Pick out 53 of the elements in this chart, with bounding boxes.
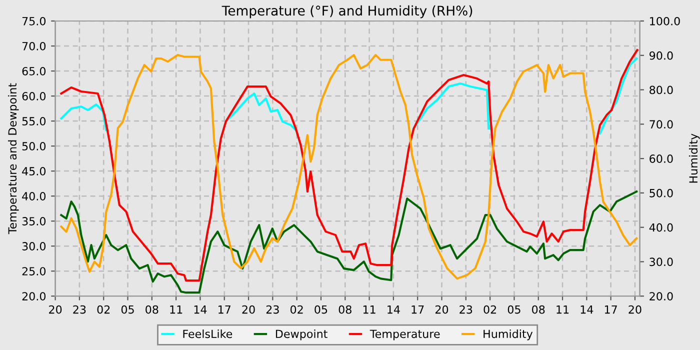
y-axis-title: Temperature and Dewpoint: [8, 83, 19, 234]
x-tick-label: 05: [508, 305, 520, 314]
x-tick-label: 23: [73, 305, 86, 314]
y-tick-label: 30.0: [22, 242, 46, 250]
y-tick-label: 25.0: [22, 267, 46, 276]
x-tick-label: 17: [412, 305, 424, 314]
x-tick-label: 11: [170, 305, 182, 314]
y2-tick-label: 20.0: [650, 292, 673, 300]
x-tick-label: 05: [314, 305, 328, 314]
x-tick-label: 02: [484, 305, 496, 314]
x-tick-label: 08: [532, 305, 545, 314]
y2-axis-title: Humidity: [688, 134, 700, 183]
y-tick-label: 70.0: [22, 42, 46, 50]
x-tick-label: 20: [435, 305, 448, 314]
legend-label: Temperature: [370, 330, 440, 340]
y2-tick-label: 60.0: [650, 154, 673, 163]
x-tick-label: 05: [121, 305, 134, 314]
x-tick-label: 23: [460, 305, 472, 314]
x-tick-label: 17: [218, 305, 230, 314]
x-tick-label: 14: [388, 305, 400, 314]
x-tick-label: 20: [628, 305, 642, 314]
x-tick-label: 14: [580, 305, 594, 314]
y-tick-label: 50.0: [22, 142, 46, 150]
x-tick-label: 14: [194, 305, 207, 314]
y-tick-label: 35.0: [22, 217, 46, 226]
y-tick-label: 40.0: [22, 192, 46, 200]
y-tick-label: 45.0: [22, 167, 46, 176]
x-tick-label: 23: [266, 305, 279, 314]
legend-label: FeelsLike: [183, 329, 232, 338]
x-tick-label: 02: [97, 305, 110, 314]
legend-label: Humidity: [484, 329, 533, 340]
x-tick-label: 20: [49, 305, 62, 314]
y-tick-label: 55.0: [22, 117, 46, 126]
y2-tick-label: 50.0: [650, 188, 673, 198]
y-tick-label: 75.0: [22, 16, 46, 26]
x-tick-label: 11: [556, 305, 569, 314]
chart-title: Temperature (°F) and Humidity (RH%): [222, 5, 472, 18]
y2-tick-label: 40.0: [649, 223, 673, 232]
x-tick-label: 17: [604, 305, 617, 314]
y2-tick-label: 70.0: [650, 120, 673, 129]
y2-tick-label: 80.0: [650, 86, 673, 94]
y2-tick-label: 90.0: [650, 51, 673, 60]
x-tick-label: 11: [363, 305, 376, 314]
y-tick-label: 60.0: [22, 92, 46, 100]
y-tick-label: 65.0: [22, 66, 46, 76]
y-tick-label: 20.0: [22, 292, 46, 300]
y2-tick-label: 30.0: [650, 258, 673, 266]
legend-label: Dewpoint: [276, 329, 328, 340]
y2-tick-label: 100.0: [650, 16, 680, 26]
x-tick-label: 02: [290, 305, 303, 314]
x-tick-label: 08: [338, 305, 352, 314]
x-tick-label: 08: [146, 305, 158, 314]
x-tick-label: 20: [242, 305, 255, 314]
